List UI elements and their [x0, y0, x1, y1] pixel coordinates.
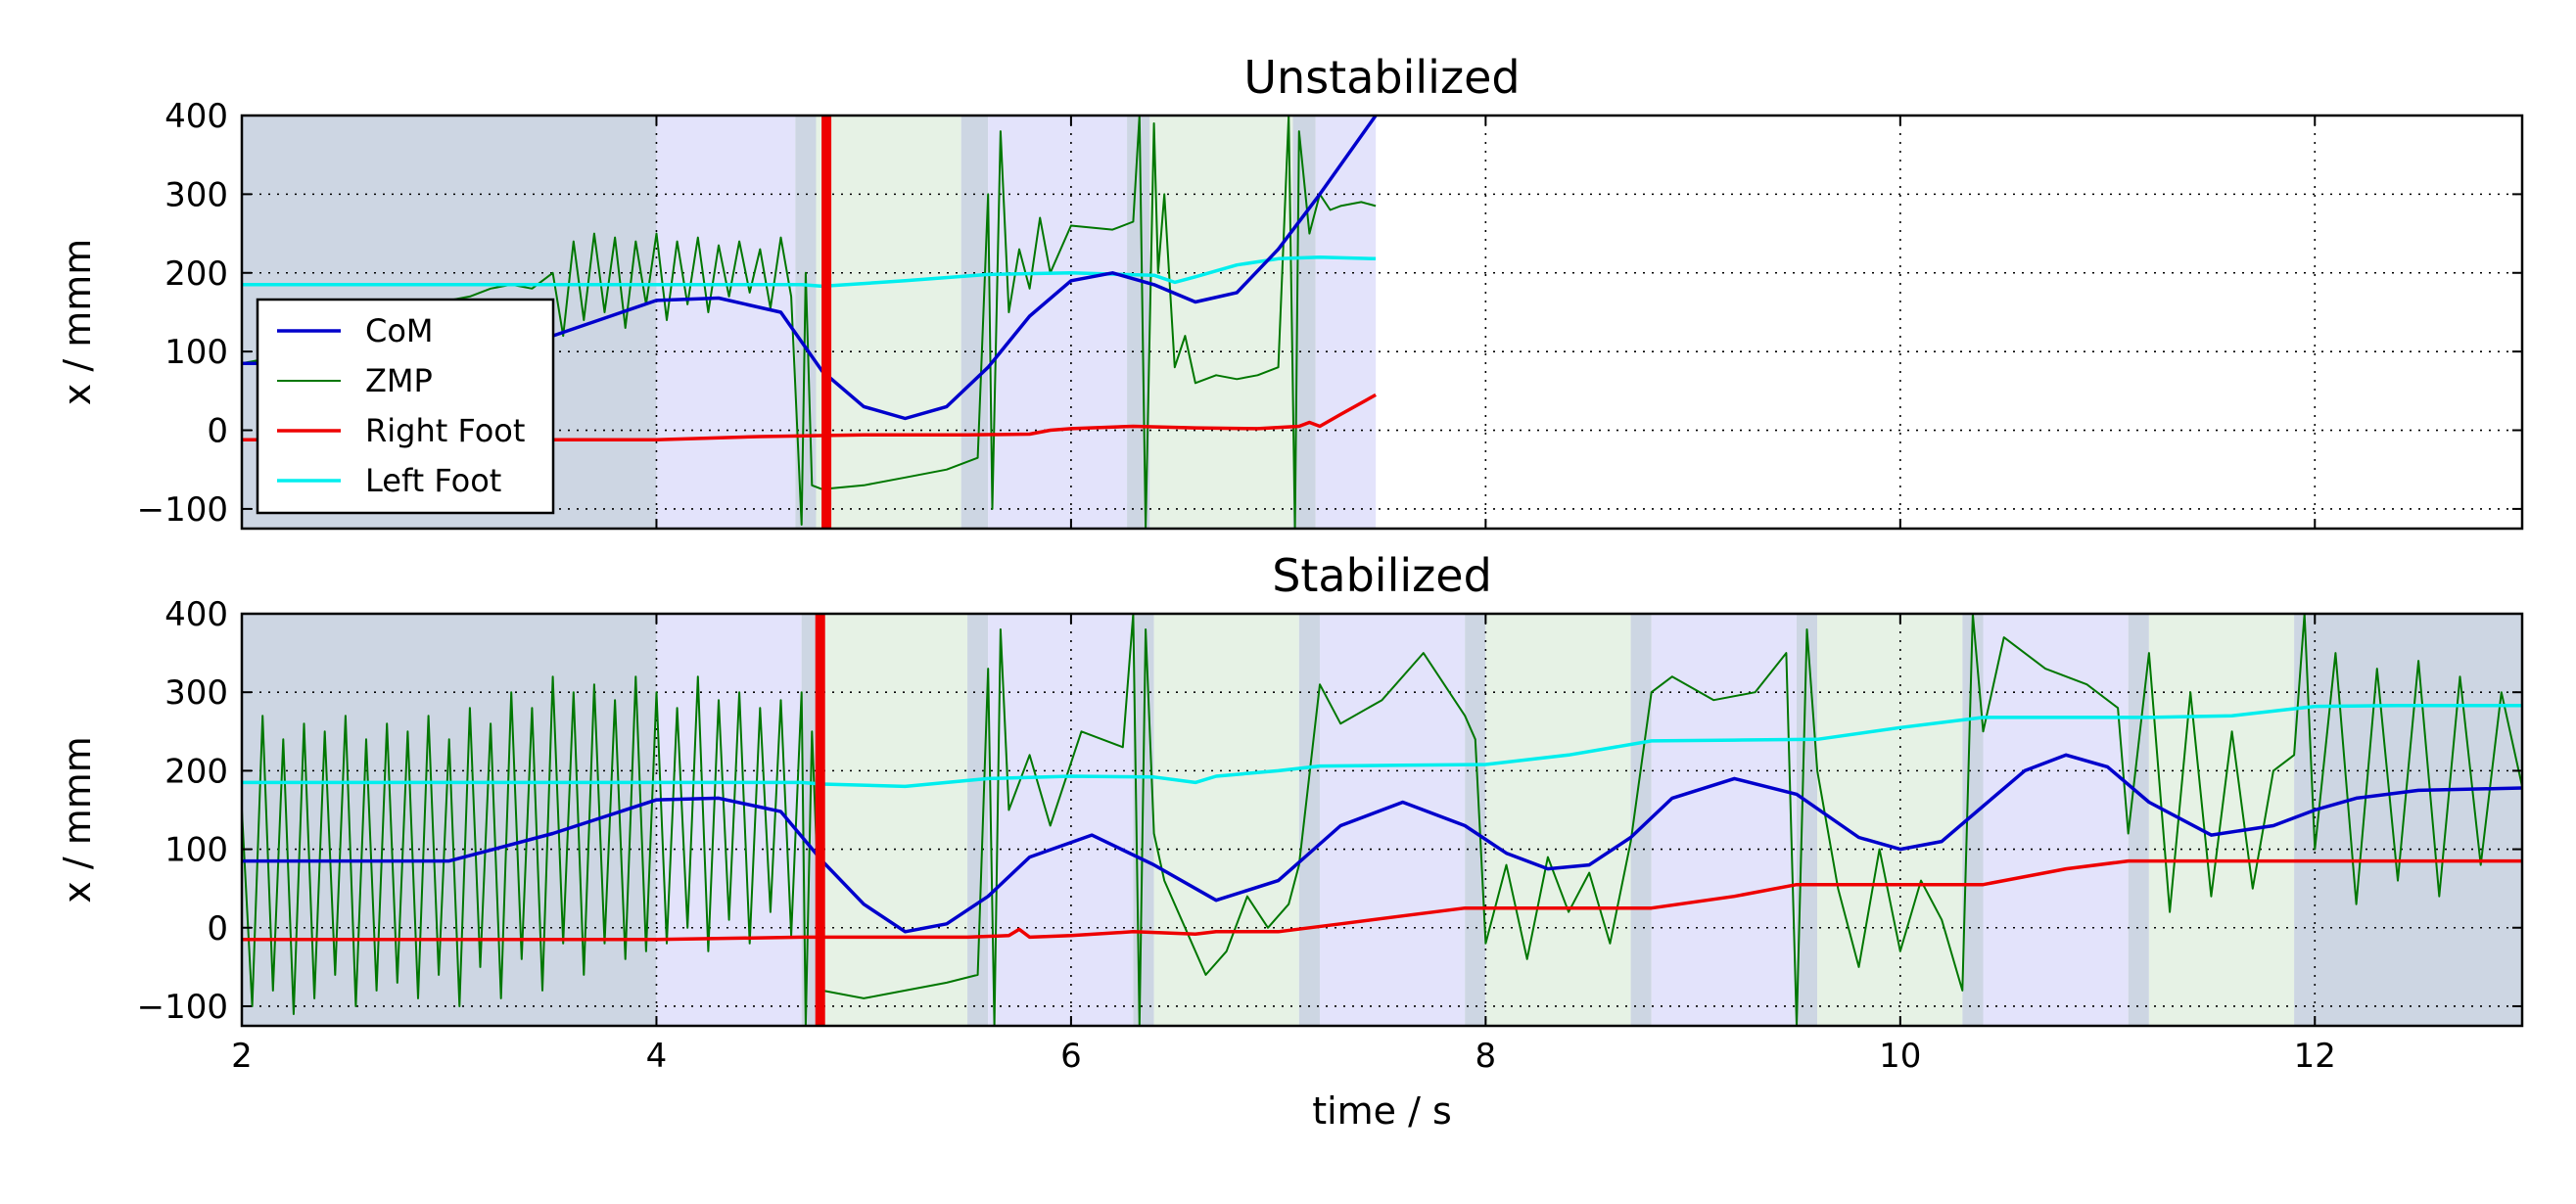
- phase-band-3: [821, 614, 968, 1026]
- y-axis-label: x / mmm: [56, 736, 99, 903]
- y-tick-label: 400: [164, 97, 228, 136]
- y-tick-label: 100: [164, 831, 228, 870]
- x-tick-label: 6: [1060, 1037, 1082, 1076]
- phase-band-1: [656, 116, 796, 529]
- y-tick-label: 400: [164, 595, 228, 634]
- phase-band-1: [656, 614, 802, 1026]
- legend-label-com: CoM: [365, 312, 434, 349]
- phase-band-13: [1651, 614, 1797, 1026]
- legend-label-left-foot: Left Foot: [365, 462, 501, 499]
- phase-band-5: [988, 614, 1134, 1026]
- axes-frame: [240, 114, 2524, 531]
- phase-band-4: [960, 116, 989, 529]
- series-line-right-foot: [242, 393, 1377, 441]
- y-tick-label: 0: [207, 412, 228, 451]
- series-line-com: [242, 116, 1378, 421]
- x-tick-label: 8: [1475, 1037, 1497, 1076]
- phase-band-9: [1319, 614, 1466, 1026]
- ticks: [241, 115, 2522, 529]
- x-axis-label: time / s: [1312, 1089, 1452, 1133]
- phase-band-3: [816, 116, 961, 529]
- y-tick-label: 300: [164, 175, 228, 214]
- y-tick-label: 300: [164, 673, 228, 713]
- grid: [242, 116, 2522, 529]
- y-tick-label: 200: [164, 255, 228, 294]
- phase-band-8: [1298, 614, 1320, 1026]
- phase-band-7: [1153, 614, 1299, 1026]
- x-tick-label: 10: [1879, 1037, 1921, 1076]
- series-line-right-foot: [242, 858, 2522, 942]
- phase-band-5: [988, 116, 1128, 529]
- legend-label-right-foot: Right Foot: [365, 412, 525, 449]
- x-tick-label: 4: [646, 1037, 668, 1076]
- panel-unstabilized: −100 0 100 200 300 400 Unstabilized x / mmm CoM Z…: [56, 51, 2524, 531]
- y-tick-label: −100: [137, 988, 228, 1027]
- chart-title: Unstabilized: [1243, 51, 1520, 104]
- phase-band-7: [1149, 116, 1293, 529]
- phase-band-11: [1485, 614, 1631, 1026]
- series-line-com: [242, 753, 2522, 934]
- phase-band-10: [1465, 614, 1486, 1026]
- phase-band-20: [2294, 614, 2522, 1026]
- y-tick-label: 0: [207, 909, 228, 949]
- axes-frame: [240, 612, 2524, 1028]
- y-tick-label: 200: [164, 752, 228, 791]
- legend-box: [256, 298, 555, 515]
- x-tick-label: 12: [2294, 1037, 2336, 1076]
- phase-band-4: [967, 614, 989, 1026]
- phase-band-9: [1315, 116, 1377, 529]
- y-tick-label: −100: [137, 490, 228, 530]
- ticks: [241, 613, 2522, 1026]
- y-axis-label: x / mmm: [56, 239, 99, 406]
- phase-band-12: [1630, 614, 1652, 1026]
- panel-stabilized: 2 4 6 8 10 12 −100 0 100 200 300 400 Stabilized x / m…: [56, 549, 2524, 1133]
- legend-label-zmp: ZMP: [365, 362, 433, 399]
- series-line-left-foot: [242, 704, 2522, 789]
- phase-band-14: [1796, 614, 1818, 1026]
- x-tick-label: 2: [231, 1037, 253, 1076]
- series-lines: [242, 614, 2522, 1026]
- chart-title: Stabilized: [1272, 549, 1492, 602]
- y-tick-label: 100: [164, 333, 228, 372]
- phase-band-17: [1983, 614, 2129, 1026]
- legend: CoM ZMP Right Foot Left Foot: [256, 298, 555, 515]
- series-line-zmp: [242, 614, 2522, 1026]
- phase-band-15: [1817, 614, 1963, 1026]
- phase-band-0: [242, 614, 657, 1026]
